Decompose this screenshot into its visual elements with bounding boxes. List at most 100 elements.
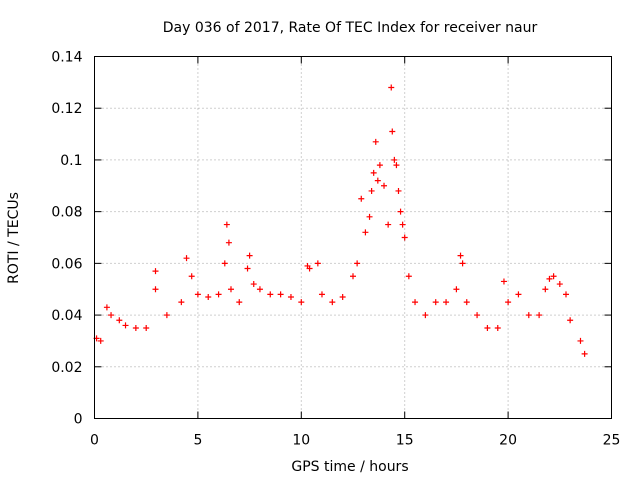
y-tick-label: 0.08 xyxy=(51,205,82,221)
data-point xyxy=(358,195,365,202)
data-point xyxy=(225,239,232,246)
data-point xyxy=(152,286,159,293)
data-point xyxy=(401,234,408,241)
data-point xyxy=(122,322,129,329)
x-axis-label: GPS time / hours xyxy=(291,459,408,475)
data-point xyxy=(314,260,321,267)
data-point xyxy=(381,182,388,189)
x-axis-ticks: 0 5 10 15 20 25 xyxy=(90,56,621,449)
data-point xyxy=(221,260,228,267)
data-point xyxy=(287,293,294,300)
data-point xyxy=(432,299,439,306)
y-axis-label: ROTI / TECUs xyxy=(6,192,22,284)
data-point xyxy=(354,260,361,267)
y-tick-label: 0.14 xyxy=(51,50,82,66)
data-point xyxy=(385,221,392,228)
data-point xyxy=(339,293,346,300)
data-point xyxy=(374,177,381,184)
data-point xyxy=(267,291,274,298)
data-point xyxy=(422,312,429,319)
data-point xyxy=(443,299,450,306)
y-tick-label: 0 xyxy=(74,412,83,428)
data-point xyxy=(244,265,251,272)
data-point xyxy=(163,312,170,319)
y-tick-label: 0.1 xyxy=(60,153,82,169)
data-point xyxy=(250,281,257,288)
chart-title: Day 036 of 2017, Rate Of TEC Index for r… xyxy=(163,20,538,36)
data-point xyxy=(132,325,139,331)
data-point xyxy=(391,156,398,163)
y-tick-label: 0.12 xyxy=(51,101,82,117)
data-point xyxy=(459,260,466,267)
y-tick-label: 0.02 xyxy=(51,360,82,376)
data-point xyxy=(227,286,234,293)
data-point xyxy=(205,293,212,300)
y-axis-ticks: 0 0.02 0.04 0.06 0.08 0.1 0.12 0.14 xyxy=(51,50,612,428)
data-point xyxy=(256,286,263,293)
data-point xyxy=(515,291,522,298)
data-point xyxy=(484,325,491,331)
data-point xyxy=(215,291,222,298)
data-point xyxy=(536,312,543,319)
data-point xyxy=(350,273,356,280)
data-point xyxy=(494,325,501,331)
data-point xyxy=(306,265,313,272)
data-point xyxy=(152,268,159,275)
x-tick-label: 15 xyxy=(396,433,414,449)
data-point xyxy=(405,273,412,280)
data-point xyxy=(368,187,375,194)
data-point xyxy=(178,299,185,306)
x-tick-label: 10 xyxy=(292,433,310,449)
data-point xyxy=(542,286,549,293)
grid-lines xyxy=(94,56,612,419)
data-point xyxy=(298,299,305,306)
x-tick-label: 5 xyxy=(193,433,202,449)
data-point xyxy=(318,291,325,298)
data-point xyxy=(567,317,574,324)
data-point xyxy=(550,273,557,280)
data-point xyxy=(362,229,369,236)
data-point xyxy=(194,291,201,298)
data-point xyxy=(581,350,588,357)
data-points xyxy=(93,84,588,357)
y-tick-label: 0.06 xyxy=(51,256,82,272)
data-point xyxy=(183,255,190,262)
data-point xyxy=(474,312,481,319)
data-point xyxy=(389,128,396,135)
data-point xyxy=(399,221,406,228)
data-point xyxy=(505,299,512,306)
data-point xyxy=(412,299,419,306)
data-point xyxy=(457,252,464,259)
data-point xyxy=(236,299,243,306)
data-point xyxy=(246,252,253,259)
data-point xyxy=(500,278,507,285)
data-point xyxy=(577,337,584,344)
x-tick-label: 20 xyxy=(499,433,517,449)
data-point xyxy=(116,317,123,324)
plot-frame xyxy=(94,56,612,419)
data-point xyxy=(108,312,115,319)
data-point xyxy=(329,299,336,306)
data-point xyxy=(366,213,373,220)
data-point xyxy=(563,291,570,298)
data-point xyxy=(372,138,379,145)
data-point xyxy=(393,162,400,169)
data-point xyxy=(277,291,284,298)
data-point xyxy=(388,84,395,91)
data-point xyxy=(223,221,230,228)
x-tick-label: 0 xyxy=(90,433,99,449)
data-point xyxy=(397,208,404,215)
data-point xyxy=(463,299,470,306)
data-point xyxy=(376,162,383,169)
y-tick-label: 0.04 xyxy=(51,308,82,324)
data-point xyxy=(188,273,195,280)
data-point xyxy=(525,312,532,319)
data-point xyxy=(395,187,402,194)
data-point xyxy=(103,304,110,311)
data-point xyxy=(546,275,553,282)
data-point xyxy=(97,337,104,344)
x-tick-label: 25 xyxy=(603,433,621,449)
data-point xyxy=(143,325,150,331)
data-point xyxy=(370,169,377,176)
